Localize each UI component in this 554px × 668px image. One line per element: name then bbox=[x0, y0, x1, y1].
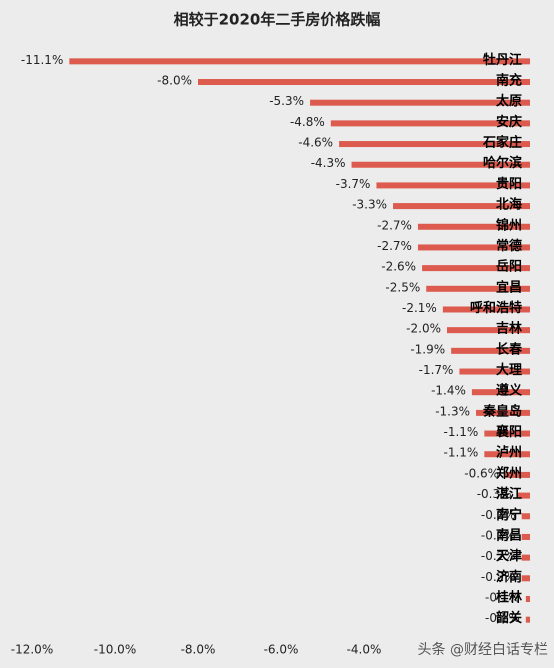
category-label: 吉林 bbox=[496, 321, 522, 337]
category-label: 襄阳 bbox=[495, 424, 522, 440]
category-label: 南宁 bbox=[496, 507, 522, 523]
bar bbox=[476, 409, 530, 416]
bar bbox=[310, 99, 530, 106]
watermark-bg bbox=[400, 638, 554, 662]
value-label: -1.1% bbox=[444, 446, 479, 460]
bar bbox=[417, 244, 530, 251]
x-tick-label: -8.0% bbox=[181, 643, 216, 657]
value-label: -4.8% bbox=[290, 115, 325, 129]
value-label: -3.7% bbox=[336, 177, 371, 191]
category-label: 呼和浩特 bbox=[470, 300, 522, 316]
bar bbox=[484, 430, 530, 437]
bar bbox=[69, 58, 530, 65]
category-label: 大理 bbox=[496, 362, 522, 378]
category-label: 秦皇岛 bbox=[482, 403, 522, 419]
value-label: -0.2% bbox=[481, 508, 516, 522]
chart-title: 相较于2020年二手房价格跌幅 bbox=[174, 11, 381, 29]
bar bbox=[339, 141, 530, 148]
x-tick-label: -10.0% bbox=[94, 643, 136, 657]
value-label: -0.6% bbox=[464, 466, 499, 480]
bar bbox=[442, 306, 530, 313]
value-label: -11.1% bbox=[21, 53, 63, 67]
bar bbox=[521, 554, 530, 561]
category-label: 常德 bbox=[496, 238, 522, 254]
bar bbox=[471, 389, 530, 396]
category-label: 南昌 bbox=[496, 527, 522, 543]
bar bbox=[426, 285, 530, 292]
value-label: -0.1% bbox=[485, 590, 520, 604]
value-label: -0.3% bbox=[477, 487, 512, 501]
bar bbox=[330, 120, 530, 127]
category-label: 桂林 bbox=[495, 589, 522, 605]
bar bbox=[198, 79, 530, 86]
value-label: -2.6% bbox=[381, 260, 416, 274]
bar bbox=[376, 182, 530, 189]
x-tick-label: -4.0% bbox=[347, 643, 382, 657]
value-label: -1.3% bbox=[435, 404, 470, 418]
bar bbox=[521, 575, 530, 582]
value-label: -1.4% bbox=[431, 384, 466, 398]
bar bbox=[525, 616, 530, 623]
value-label: -1.7% bbox=[419, 363, 454, 377]
bar bbox=[521, 533, 530, 540]
watermark: 头条 @财经白话专栏 bbox=[418, 641, 548, 658]
category-label: 韶关 bbox=[496, 610, 522, 626]
value-label: -1.1% bbox=[444, 425, 479, 439]
value-label: -0.2% bbox=[481, 570, 516, 584]
category-label: 遵义 bbox=[496, 383, 523, 399]
bar bbox=[525, 595, 530, 602]
bar bbox=[447, 327, 530, 334]
bar bbox=[521, 513, 530, 520]
category-label: 哈尔滨 bbox=[483, 155, 522, 171]
category-label: 济南 bbox=[496, 569, 522, 585]
value-label: -4.3% bbox=[311, 156, 346, 170]
bar bbox=[484, 451, 530, 458]
bar bbox=[393, 203, 530, 210]
bar bbox=[422, 265, 530, 272]
bar bbox=[459, 368, 530, 375]
category-label: 岳阳 bbox=[496, 260, 522, 275]
value-label: -8.0% bbox=[157, 74, 192, 88]
x-tick-label: -12.0% bbox=[11, 643, 53, 657]
value-label: -2.1% bbox=[402, 301, 437, 315]
category-label: 太原 bbox=[495, 93, 522, 109]
value-label: -5.3% bbox=[269, 94, 304, 108]
category-label: 长春 bbox=[496, 341, 523, 357]
bar bbox=[351, 161, 530, 168]
category-label: 贵阳 bbox=[496, 176, 522, 192]
bar bbox=[417, 223, 530, 230]
category-label: 郑州 bbox=[496, 465, 522, 481]
value-label: -2.7% bbox=[377, 218, 412, 232]
value-label: -1.9% bbox=[410, 342, 445, 356]
bar bbox=[451, 347, 530, 354]
value-label: -0.1% bbox=[485, 611, 520, 625]
category-label: 石家庄 bbox=[482, 135, 522, 151]
value-label: -3.3% bbox=[352, 198, 387, 212]
value-label: -4.6% bbox=[298, 136, 333, 150]
bar bbox=[505, 471, 530, 478]
value-label: -0.2% bbox=[481, 549, 516, 563]
category-label: 泸州 bbox=[496, 445, 522, 461]
value-label: -0.2% bbox=[481, 528, 516, 542]
value-label: -2.7% bbox=[377, 239, 412, 253]
category-label: 宜昌 bbox=[496, 279, 522, 295]
category-label: 安庆 bbox=[496, 114, 522, 130]
category-label: 牡丹江 bbox=[483, 52, 522, 68]
value-label: -2.5% bbox=[385, 280, 420, 294]
category-label: 南充 bbox=[496, 73, 522, 89]
category-label: 湛江 bbox=[496, 486, 522, 502]
bar bbox=[517, 492, 530, 499]
x-tick-label: -6.0% bbox=[264, 643, 299, 657]
value-label: -2.0% bbox=[406, 322, 441, 336]
category-label: 锦州 bbox=[496, 217, 522, 233]
category-label: 天津 bbox=[496, 548, 522, 564]
category-label: 北海 bbox=[496, 197, 522, 213]
